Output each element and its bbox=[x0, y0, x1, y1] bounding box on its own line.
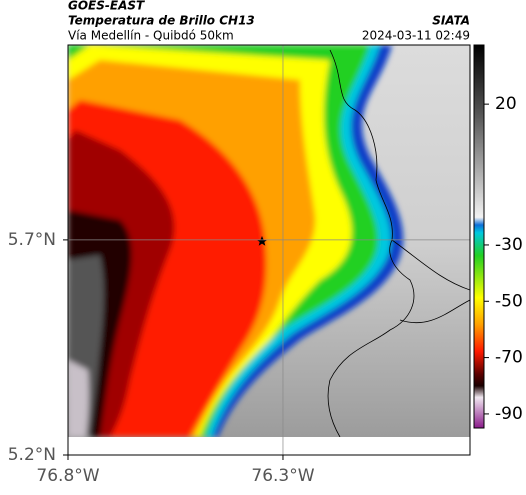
satellite-image bbox=[68, 45, 470, 437]
colorbar-tick-label: -30 bbox=[495, 235, 523, 255]
title: GOES-EAST bbox=[68, 0, 145, 13]
colorbar-tick-label: 20 bbox=[495, 94, 517, 114]
x-tick-label: 76.3°W bbox=[251, 466, 314, 486]
source: SIATA bbox=[432, 14, 470, 28]
subtitle: Temperatura de Brillo CH13 bbox=[68, 14, 255, 28]
colorbar bbox=[473, 44, 485, 429]
y-tick-label: 5.7°N bbox=[8, 230, 56, 250]
x-tick-label: 76.8°W bbox=[36, 466, 99, 486]
map-frame bbox=[67, 44, 471, 456]
colorbar-tick-label: -70 bbox=[495, 348, 523, 368]
colorbar-tick-label: -50 bbox=[495, 291, 523, 311]
timestamp: 2024-03-11 02:49 bbox=[362, 29, 470, 43]
route: Vía Medellín - Quibdó 50km bbox=[68, 29, 234, 43]
colorbar-tick-label: -90 bbox=[495, 404, 523, 424]
y-tick-label: 5.2°N bbox=[8, 445, 56, 465]
